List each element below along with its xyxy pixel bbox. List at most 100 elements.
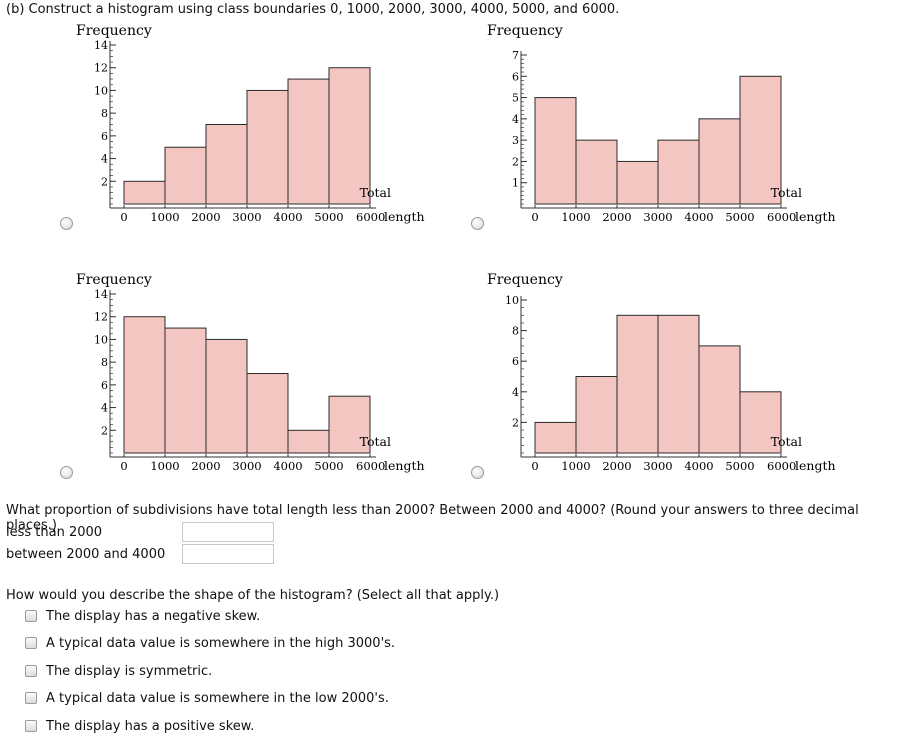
x-tick-label: 0 [531,210,538,224]
histogram-2-radio[interactable] [471,217,484,230]
histogram-bar [287,78,330,205]
y-axis-label: Frequency [487,23,563,39]
positive-skew-label: The display has a positive skew. [46,718,255,734]
y-tick-label: 4 [101,153,108,166]
y-tick-label: 12 [94,62,108,75]
y-axis-label: Frequency [76,23,152,39]
proportion-question-prompt: What proportion of subdivisions have tot… [6,503,859,533]
x-axis-label-length: length [795,458,836,473]
x-tick-label: 2000 [191,210,220,224]
between-2000-4000-input[interactable] [182,544,274,564]
x-tick-label: 4000 [684,459,713,473]
histogram-option-2: Frequency 1 2 3 4 5 6 7 0 1000 2000 3000 4000 5000 600… [0,0,836,240]
y-axis-label: Frequency [487,272,563,288]
x-tick-label: 1000 [150,459,179,473]
x-tick-label: 6000 [356,459,385,473]
histogram-bar [698,345,741,454]
histogram-4-radio[interactable] [471,466,484,479]
histogram-bar [123,316,166,454]
histogram-bar [575,139,618,205]
x-tick-label: 4000 [273,210,302,224]
y-tick-label: 2 [101,424,108,437]
x-tick-label: 1000 [561,459,590,473]
y-tick-label: 8 [512,325,519,338]
histogram-bar [616,314,659,454]
y-tick-label: 4 [512,386,519,399]
histogram-bar [616,160,659,205]
histogram-bar [205,338,248,454]
x-tick-label: 6000 [356,210,385,224]
y-tick-label: 5 [512,92,519,105]
y-tick-label: 3 [512,134,519,147]
histogram-option-1: Frequency 2 4 6 8 10 12 14 0 1000 2000 3000 4000 5000… [0,0,425,240]
y-tick-label: 12 [94,311,108,324]
shape-question-prompt: How would you describe the shape of the … [6,588,500,603]
histogram-bar [205,124,248,205]
y-tick-label: 8 [101,356,108,369]
x-tick-label: 6000 [767,210,796,224]
histogram-bar [575,376,618,454]
x-tick-label: 5000 [314,210,343,224]
histogram-bar [534,421,577,454]
histogram-4-svg: Frequency 2 4 6 8 10 0 1000 2000 3000 4000 5000 6000… [487,272,836,473]
histogram-option-3: Frequency 2 4 6 8 10 12 14 0 1000 2000 3000 4000 5000… [0,0,425,473]
y-tick-label: 6 [101,379,108,392]
x-tick-label: 5000 [314,459,343,473]
x-tick-label: 3000 [643,459,672,473]
less-than-2000-input[interactable] [182,522,274,542]
positive-skew-checkbox[interactable] [25,720,37,732]
low-2000s-checkbox[interactable] [25,692,37,704]
y-tick-label: 14 [94,39,108,52]
symmetric-checkbox[interactable] [25,665,37,677]
shape-option-symmetric[interactable]: The display is symmetric. [25,663,212,679]
histogram-3-svg: Frequency 2 4 6 8 10 12 14 0 1000 2000 3000 4000 5000… [76,272,425,473]
x-tick-label: 0 [120,459,127,473]
histogram-bar [657,314,700,454]
shape-option-low-2000s[interactable]: A typical data value is somewhere in the… [25,690,389,706]
histogram-1-radio[interactable] [60,217,73,230]
y-tick-label: 6 [101,130,108,143]
x-axis-label-total: Total [771,434,802,449]
x-tick-label: 3000 [232,210,261,224]
histogram-3-radio[interactable] [60,466,73,479]
x-tick-label: 1000 [150,210,179,224]
y-tick-label: 14 [94,288,108,301]
histogram-bar [246,373,289,454]
histogram-bar [698,118,741,205]
histogram-option-4: Frequency 2 4 6 8 10 0 1000 2000 3000 4000 5000 6000… [0,0,836,473]
histogram-bar [739,391,782,454]
x-axis-label-length: length [795,209,836,224]
x-tick-label: 5000 [725,459,754,473]
negative-skew-checkbox[interactable] [25,610,37,622]
shape-option-negative-skew[interactable]: The display has a negative skew. [25,608,260,624]
histogram-bar [328,67,371,205]
shape-option-high-3000s[interactable]: A typical data value is somewhere in the… [25,635,395,651]
histogram-bar [246,89,289,205]
y-tick-label: 2 [512,155,519,168]
x-tick-label: 2000 [602,210,631,224]
x-tick-label: 0 [120,210,127,224]
y-tick-label: 2 [512,416,519,429]
histogram-2-svg: Frequency 1 2 3 4 5 6 7 0 1000 2000 3000 4000 5000 600… [487,23,836,224]
x-tick-label: 4000 [273,459,302,473]
y-tick-label: 6 [512,70,519,83]
y-tick-label: 10 [505,294,519,307]
histogram-bar [164,327,207,454]
high-3000s-checkbox[interactable] [25,637,37,649]
y-tick-label: 8 [101,107,108,120]
y-tick-label: 10 [94,84,108,97]
x-tick-label: 3000 [232,459,261,473]
less-than-2000-label: less than 2000 [6,525,103,540]
histogram-1-svg: Frequency 2 4 6 8 10 12 14 0 1000 2000 3000 4000 5000… [76,23,425,224]
shape-option-positive-skew[interactable]: The display has a positive skew. [25,718,254,734]
question-b-title: (b) Construct a histogram using class bo… [6,2,620,17]
symmetric-label: The display is symmetric. [46,663,213,679]
histogram-bar [328,395,371,454]
x-tick-label: 1000 [561,210,590,224]
histogram-bar [164,146,207,205]
x-axis-label-length: length [384,458,425,473]
negative-skew-label: The display has a negative skew. [46,608,261,624]
x-tick-label: 3000 [643,210,672,224]
y-tick-label: 10 [94,333,108,346]
y-tick-label: 6 [512,355,519,368]
